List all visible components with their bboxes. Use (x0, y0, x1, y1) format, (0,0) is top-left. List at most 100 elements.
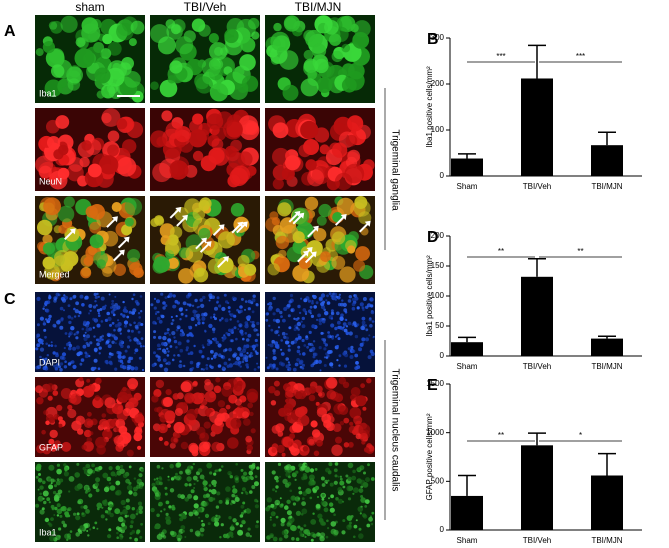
cell (217, 400, 226, 408)
cell (99, 308, 103, 311)
cell (191, 18, 206, 32)
cell (228, 516, 232, 520)
cell (274, 390, 281, 397)
cell (276, 503, 279, 506)
cell (113, 336, 118, 341)
cell (107, 316, 112, 322)
cell (42, 256, 56, 270)
cell (251, 31, 260, 40)
cell (170, 477, 175, 481)
cell (94, 300, 97, 303)
cell (213, 517, 219, 523)
cell (211, 488, 217, 495)
cell (54, 366, 59, 371)
cell (94, 395, 101, 401)
cell (316, 215, 327, 226)
cell (127, 335, 131, 339)
cell (305, 335, 309, 339)
cell (117, 359, 122, 363)
cell (310, 314, 314, 318)
cell (37, 488, 40, 491)
cell (196, 507, 203, 513)
cell (220, 523, 224, 527)
cell (307, 69, 317, 80)
cell (100, 296, 105, 301)
cell (278, 407, 288, 417)
cell (83, 418, 94, 429)
cell (61, 520, 65, 525)
cell (340, 313, 344, 318)
cell (101, 506, 104, 509)
cell (199, 474, 205, 480)
cell (108, 466, 113, 471)
cell (287, 348, 291, 352)
cell (200, 368, 204, 371)
cell (302, 352, 306, 356)
cell (338, 354, 342, 358)
cell (134, 537, 139, 542)
cell (309, 496, 313, 500)
arrow (334, 216, 345, 226)
cell (42, 322, 47, 326)
cell (233, 314, 237, 318)
cell (237, 380, 243, 387)
cell (192, 113, 204, 125)
significance-label: *** (496, 52, 505, 61)
cell (218, 499, 223, 504)
cell (250, 301, 254, 305)
cell (104, 510, 109, 514)
cell (192, 207, 206, 221)
cell (73, 512, 77, 516)
cell (156, 299, 160, 304)
cell (255, 351, 259, 355)
cell (242, 476, 248, 483)
cell (359, 465, 365, 471)
arrow-head (312, 225, 319, 232)
cell (207, 522, 211, 526)
cell (300, 513, 304, 516)
cell (121, 355, 125, 360)
cell (327, 331, 330, 334)
cell (169, 507, 172, 510)
cell (357, 467, 361, 471)
cell (285, 398, 290, 403)
cell (334, 462, 339, 466)
cell (244, 300, 248, 303)
x-tick-label: TBI/MJN (591, 536, 622, 545)
cell (125, 498, 130, 503)
cell (139, 342, 142, 345)
cell (234, 361, 239, 366)
y-tick-label: 1500 (426, 379, 444, 388)
arrow (231, 224, 241, 234)
cell (204, 329, 207, 332)
cell (317, 359, 322, 364)
cell (42, 307, 45, 310)
cell (44, 366, 49, 371)
cell (197, 468, 203, 473)
cell (297, 304, 301, 309)
cell (331, 255, 346, 270)
cell (133, 352, 136, 355)
panel-letter: C (4, 291, 16, 308)
cell (288, 475, 291, 479)
cell (108, 528, 112, 532)
cell (198, 227, 211, 240)
cell (84, 486, 89, 491)
cell (97, 338, 102, 343)
cell (225, 486, 231, 492)
cell (308, 330, 312, 334)
cell (206, 342, 211, 347)
cell (346, 515, 353, 521)
cell (274, 330, 279, 335)
cell (163, 367, 169, 372)
cell (51, 64, 65, 78)
cell (170, 315, 173, 319)
cell (346, 485, 353, 492)
x-tick-label: Sham (457, 536, 478, 545)
cell (211, 138, 224, 151)
cell (170, 322, 174, 325)
cell (74, 472, 80, 478)
cell (213, 472, 217, 476)
cell (366, 378, 372, 384)
